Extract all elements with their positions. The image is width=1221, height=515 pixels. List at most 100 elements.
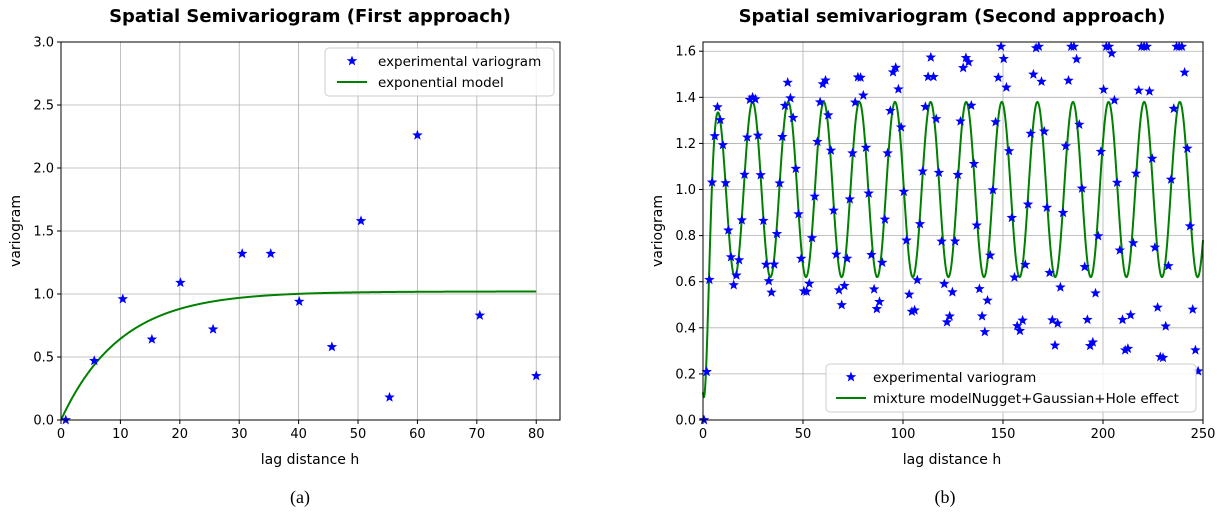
chart-b-data-point <box>882 147 893 158</box>
chart-b-data-point <box>933 167 945 178</box>
chart-b-data-point <box>1038 125 1050 136</box>
chart-b-data-point <box>1074 119 1085 130</box>
chart-b-data-point <box>766 286 777 297</box>
chart-b-model-line <box>702 100 1204 399</box>
chart-b-data-point <box>714 114 726 125</box>
chart-a-caption: (a) <box>290 487 310 508</box>
chart-a-data-point <box>236 248 248 259</box>
chart-b-data-point <box>1060 140 1072 151</box>
chart-b-data-point <box>957 62 969 73</box>
chart-b-data-point <box>739 169 750 180</box>
chart-b-data-point <box>1049 339 1061 350</box>
chart-b-data-point <box>847 147 858 158</box>
chart-b-data-point <box>1082 314 1093 325</box>
chart-b-data-point <box>828 204 839 215</box>
chart-b-data-point <box>914 218 926 229</box>
chart-b-data-point <box>1044 267 1055 278</box>
chart-b-data-point <box>836 299 847 310</box>
chart-b-data-point <box>723 224 734 235</box>
chart-a-x-tick-label: 20 <box>172 427 189 442</box>
chart-b-title: Spatial semivariogram (Second approach) <box>739 6 1166 27</box>
chart-b-data-point <box>701 366 712 377</box>
chart-b-data-point <box>1003 145 1015 156</box>
chart-b-points-layer <box>698 41 1204 425</box>
chart-b-data-point <box>731 269 742 280</box>
chart-a-data-point <box>265 248 276 259</box>
chart-b-data-point <box>1117 314 1128 325</box>
chart-a-y-tick-label: 0.0 <box>33 414 54 429</box>
chart-b-data-point <box>822 109 834 120</box>
chart-b-data-point <box>1130 167 1142 178</box>
chart-b-data-point <box>728 279 739 290</box>
chart-b-data-point <box>876 257 888 268</box>
chart-b-data-point <box>890 62 901 73</box>
chart-b-data-point <box>779 100 791 111</box>
chart-b-data-point <box>979 326 991 337</box>
chart-b-data-point <box>849 96 861 107</box>
chart-b-y-tick-label: 1.6 <box>675 45 696 60</box>
chart-b-x-ticks: 0 50 100 150 200 250 <box>699 420 1215 442</box>
chart-b-data-point <box>947 286 958 297</box>
chart-b-data-point <box>1036 76 1047 87</box>
chart-b-data-point <box>833 284 845 295</box>
chart-b-data-point <box>774 177 785 188</box>
chart-b-data-point <box>982 295 993 305</box>
chart-b-y-tick-label: 1.4 <box>675 91 696 106</box>
chart-b-data-point <box>1125 309 1136 320</box>
chart-a-x-tick-label: 30 <box>231 427 248 442</box>
chart-b-data-point <box>1020 259 1031 270</box>
chart-b-data-point <box>717 139 729 150</box>
chart-b-data-point <box>812 136 823 147</box>
chart-b-data-point <box>906 306 918 317</box>
chart-a-data-point <box>412 129 423 140</box>
chart-b-data-point <box>741 131 753 142</box>
chart-b-data-point <box>1092 230 1104 241</box>
chart-b-data-point <box>733 254 745 265</box>
chart-b-data-point <box>893 83 904 94</box>
chart-b-data-point <box>976 310 988 321</box>
chart-b-data-point <box>928 71 939 82</box>
chart-b-data-point <box>1176 41 1188 52</box>
chart-b-data-point <box>1055 281 1066 292</box>
chart-b-legend: experimental variogram mixture modelNugg… <box>825 363 1197 413</box>
chart-b-data-point <box>1009 271 1020 282</box>
chart-a-model-line <box>60 290 537 421</box>
chart-b-data-point <box>1017 314 1028 325</box>
chart-b-data-point <box>755 169 766 180</box>
chart-b-x-tick-label: 200 <box>1091 427 1116 442</box>
chart-b-model-layer <box>702 100 1204 399</box>
chart-b-data-point <box>920 101 931 112</box>
chart-b-data-point <box>1098 84 1109 95</box>
chart-a-data-point <box>175 277 186 288</box>
chart-b-data-point <box>736 214 748 225</box>
chart-a-data-point <box>384 391 395 402</box>
chart-a-data-point <box>60 414 71 425</box>
chart-b-data-point <box>863 187 874 198</box>
chart-a-x-tick-label: 10 <box>112 427 129 442</box>
chart-b-data-point <box>855 72 866 83</box>
chart-a-data-point <box>531 370 542 381</box>
chart-a-data-point <box>146 333 158 344</box>
chart-b-data-point <box>709 130 721 141</box>
chart-b-legend-star-marker <box>845 371 857 382</box>
chart-b-data-point <box>825 144 837 155</box>
chart-b-data-point <box>1168 103 1180 114</box>
chart-b-data-point <box>1111 177 1123 188</box>
chart-b-data-point <box>1052 317 1063 328</box>
chart-a-grid <box>60 41 560 421</box>
chart-b-data-point <box>704 274 715 285</box>
chart-b-y-tick-label: 0.0 <box>675 414 696 429</box>
chart-b-y-tick-label: 0.8 <box>675 229 696 244</box>
chart-b-data-point <box>1163 260 1174 271</box>
chart-b-y-ticks: 0.0 0.2 0.4 0.6 0.8 1.0 1.2 1.4 1.6 <box>675 45 703 429</box>
chart-a: Spatial Semivariogram (First approach) 0… <box>8 6 561 508</box>
chart-b-data-point <box>1030 42 1042 53</box>
chart-a-y-ticks: 0.0 0.5 1.0 1.5 2.0 2.5 3.0 <box>33 36 61 429</box>
chart-b-data-point <box>831 249 842 259</box>
chart-b-data-point <box>804 278 815 289</box>
chart-a-data-point <box>117 293 129 304</box>
chart-b-data-point <box>1006 212 1018 223</box>
chart-b-data-point <box>1184 220 1196 231</box>
chart-b-data-point <box>860 142 872 153</box>
